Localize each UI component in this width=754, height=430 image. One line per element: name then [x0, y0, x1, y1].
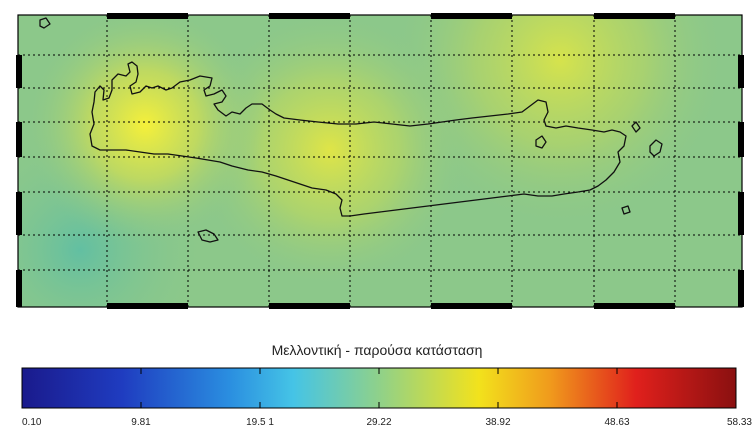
colorbar-tick-label: 58.33: [726, 417, 752, 428]
colorbar-tick-label: 48.63: [604, 417, 630, 428]
crete-outline: [89, 61, 627, 217]
colorbar-ticks: [140, 368, 618, 408]
map-frame: [16, 13, 744, 309]
colorbar-tick-label: 19.5 1: [246, 417, 274, 428]
colorbar-tick-label: 29.22: [366, 417, 392, 428]
colorbar-tick-label: 9.81: [131, 417, 151, 428]
hotspot-west: [18, 15, 742, 307]
colorbar-tick-label: 38.92: [485, 417, 511, 428]
colorbar-gradient: [21, 367, 737, 409]
islet-east-2: [631, 121, 641, 133]
islet-gavdos: [197, 229, 219, 243]
colorbar-tick-label: 0.10: [22, 417, 42, 428]
islet-nw: [39, 17, 51, 29]
coastline: [39, 17, 663, 243]
islet-east: [649, 139, 663, 157]
colorbar-title: Μελλοντική - παρούσα κατάσταση: [271, 342, 483, 358]
map-grid: [18, 15, 742, 307]
islet-north: [535, 135, 547, 149]
map-area: [18, 15, 742, 307]
islet-southeast: [621, 205, 631, 215]
colorbar: [21, 367, 737, 409]
